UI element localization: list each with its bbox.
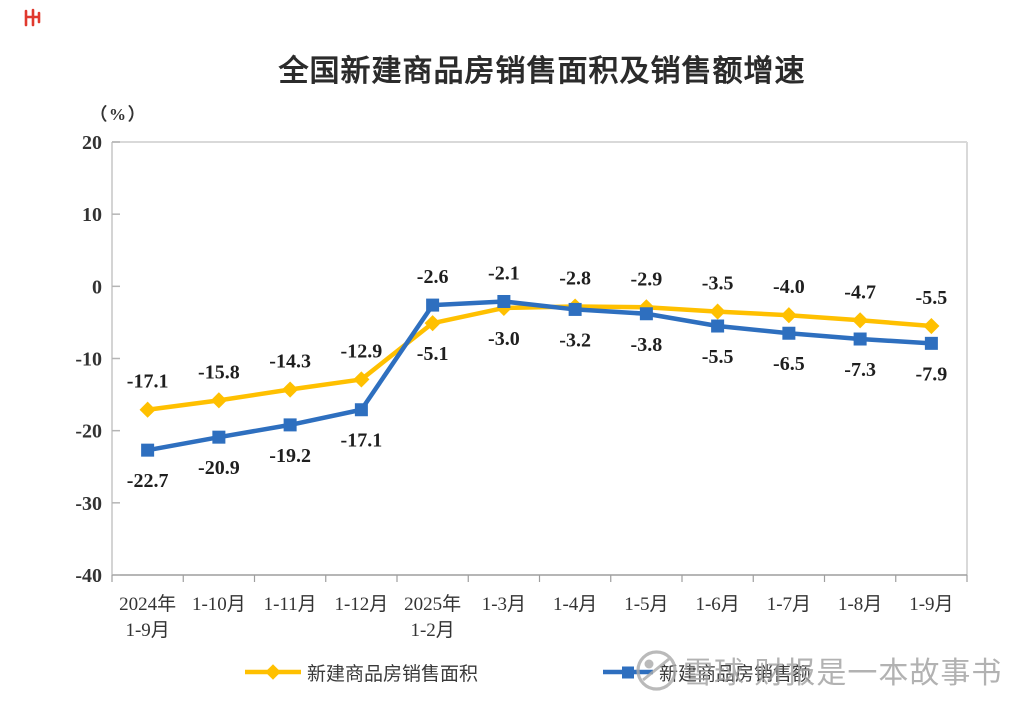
point-label-top: -14.3 bbox=[269, 351, 311, 373]
point-label-top: -15.8 bbox=[198, 361, 240, 383]
marker-diamond bbox=[780, 307, 797, 324]
legend-item-sales-area: 新建商品房销售面积 bbox=[245, 658, 478, 686]
marker-square bbox=[711, 319, 725, 333]
x-axis-label: 1-8月 bbox=[838, 594, 882, 615]
y-axis-unit-label: （%） bbox=[90, 105, 147, 124]
marker-diamond bbox=[424, 315, 441, 332]
legend-marker-diamond bbox=[245, 664, 301, 680]
marker-diamond bbox=[353, 371, 370, 388]
point-label-bottom: -3.8 bbox=[631, 334, 663, 356]
marker-square bbox=[639, 307, 653, 321]
point-label-top: -2.1 bbox=[488, 262, 520, 284]
point-label-bottom: -19.2 bbox=[269, 445, 311, 467]
marker-square bbox=[924, 336, 938, 350]
marker-square bbox=[782, 326, 796, 340]
point-label-bottom: -3.2 bbox=[559, 329, 591, 351]
marker-diamond bbox=[282, 381, 299, 398]
marker-diamond bbox=[210, 392, 227, 409]
point-label-bottom: -7.3 bbox=[844, 359, 876, 381]
y-tick-label: -10 bbox=[75, 349, 102, 371]
point-label-top: -3.5 bbox=[702, 273, 734, 295]
point-label-bottom: -3.0 bbox=[488, 328, 520, 350]
point-label-top: -5.5 bbox=[916, 287, 948, 309]
marker-square bbox=[426, 298, 440, 312]
x-axis-label: 1-12月 bbox=[334, 594, 388, 615]
marker-diamond bbox=[709, 303, 726, 320]
legend-label-sales-value: 新建商品房销售额 bbox=[659, 663, 812, 685]
y-tick-label: -20 bbox=[75, 421, 102, 443]
point-label-top: -2.6 bbox=[417, 266, 449, 288]
x-axis-label: 1-10月 bbox=[192, 594, 246, 615]
series-line-diamond bbox=[147, 304, 932, 412]
marker-diamond bbox=[923, 317, 940, 335]
point-label-top: -17.1 bbox=[127, 371, 169, 393]
marker-square bbox=[212, 430, 226, 444]
point-label-bottom: -6.5 bbox=[773, 353, 805, 375]
chart-title: 全国新建商品房销售面积及销售额增速 bbox=[278, 55, 806, 88]
red-logo-icon bbox=[24, 8, 41, 27]
marker-square bbox=[568, 302, 582, 316]
marker-square bbox=[497, 294, 511, 308]
legend-marker-square bbox=[603, 666, 653, 679]
point-label-top: -4.0 bbox=[773, 276, 805, 298]
y-tick-label: 20 bbox=[82, 132, 102, 154]
marker-square bbox=[853, 332, 867, 346]
point-label-top: -4.7 bbox=[844, 281, 876, 303]
point-label-bottom: -7.9 bbox=[916, 363, 948, 385]
series-line-square bbox=[147, 299, 932, 453]
marker-diamond bbox=[139, 401, 156, 418]
marker-square bbox=[141, 443, 155, 457]
x-axis-label: 1-6月 bbox=[695, 594, 739, 615]
point-label-top: -12.9 bbox=[341, 340, 383, 362]
legend: 新建商品房销售面积 新建商品房销售额 bbox=[0, 658, 1032, 688]
point-label-bottom: -17.1 bbox=[341, 430, 383, 452]
x-axis-label: 1-9月 bbox=[909, 594, 953, 615]
x-axis-label: 1-5月 bbox=[624, 594, 668, 615]
legend-item-sales-value: 新建商品房销售额 bbox=[603, 658, 811, 686]
marker-square bbox=[283, 418, 297, 432]
x-axis-label: 2025年 1-2月 bbox=[404, 593, 461, 641]
point-label-bottom: -22.7 bbox=[127, 470, 169, 492]
legend-label-sales-area: 新建商品房销售面积 bbox=[307, 663, 479, 685]
marker-diamond bbox=[852, 312, 869, 329]
x-axis-label: 2024年 1-9月 bbox=[119, 593, 176, 641]
y-tick-label: 10 bbox=[82, 204, 102, 226]
x-axis-label: 1-7月 bbox=[767, 594, 811, 615]
x-axis-label: 1-3月 bbox=[482, 594, 526, 615]
y-tick-label: -40 bbox=[75, 565, 102, 587]
point-label-bottom: -20.9 bbox=[198, 457, 240, 479]
x-axis-label: 1-11月 bbox=[264, 594, 317, 615]
y-tick-label: -30 bbox=[75, 493, 102, 515]
y-tick-label: 0 bbox=[92, 276, 102, 298]
point-label-top: -2.9 bbox=[631, 268, 663, 290]
marker-square bbox=[354, 403, 368, 417]
point-label-bottom: -5.1 bbox=[417, 343, 449, 365]
point-label-bottom: -5.5 bbox=[702, 346, 734, 368]
point-label-top: -2.8 bbox=[559, 268, 591, 290]
x-axis-label: 1-4月 bbox=[553, 594, 597, 615]
